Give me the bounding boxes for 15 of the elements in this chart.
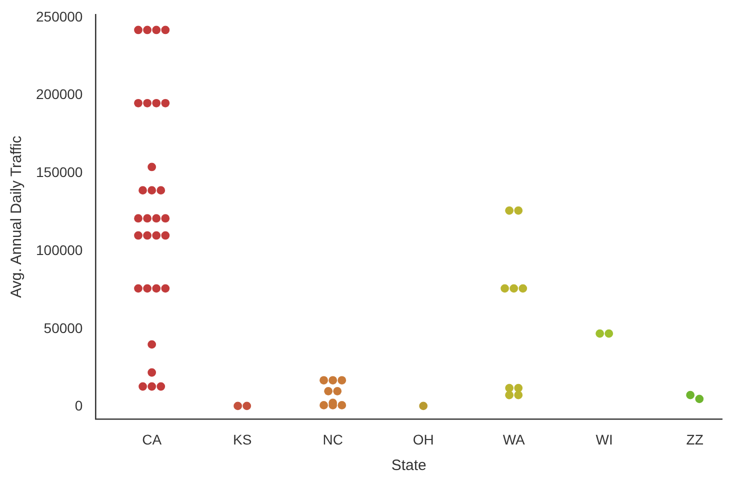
- x-tick-label: KS: [232, 431, 252, 448]
- x-tick-label: CA: [142, 431, 162, 448]
- y-tick-label: 100000: [36, 242, 83, 258]
- y-tick-label: 150000: [36, 164, 83, 180]
- x-tick-label: WA: [502, 431, 526, 448]
- y-axis-title: Avg. Annual Daily Traffic: [8, 135, 26, 298]
- x-axis-title: State: [391, 457, 426, 474]
- y-tick-label: 50000: [44, 320, 83, 336]
- y-tick-label: 250000: [36, 8, 83, 24]
- y-tick-label: 200000: [36, 86, 83, 102]
- x-tick-label: ZZ: [686, 431, 704, 448]
- x-tick-label: NC: [322, 431, 343, 448]
- y-tick-label: 0: [74, 398, 83, 414]
- x-tick-label: WI: [596, 431, 613, 448]
- x-tick-label: OH: [412, 431, 434, 448]
